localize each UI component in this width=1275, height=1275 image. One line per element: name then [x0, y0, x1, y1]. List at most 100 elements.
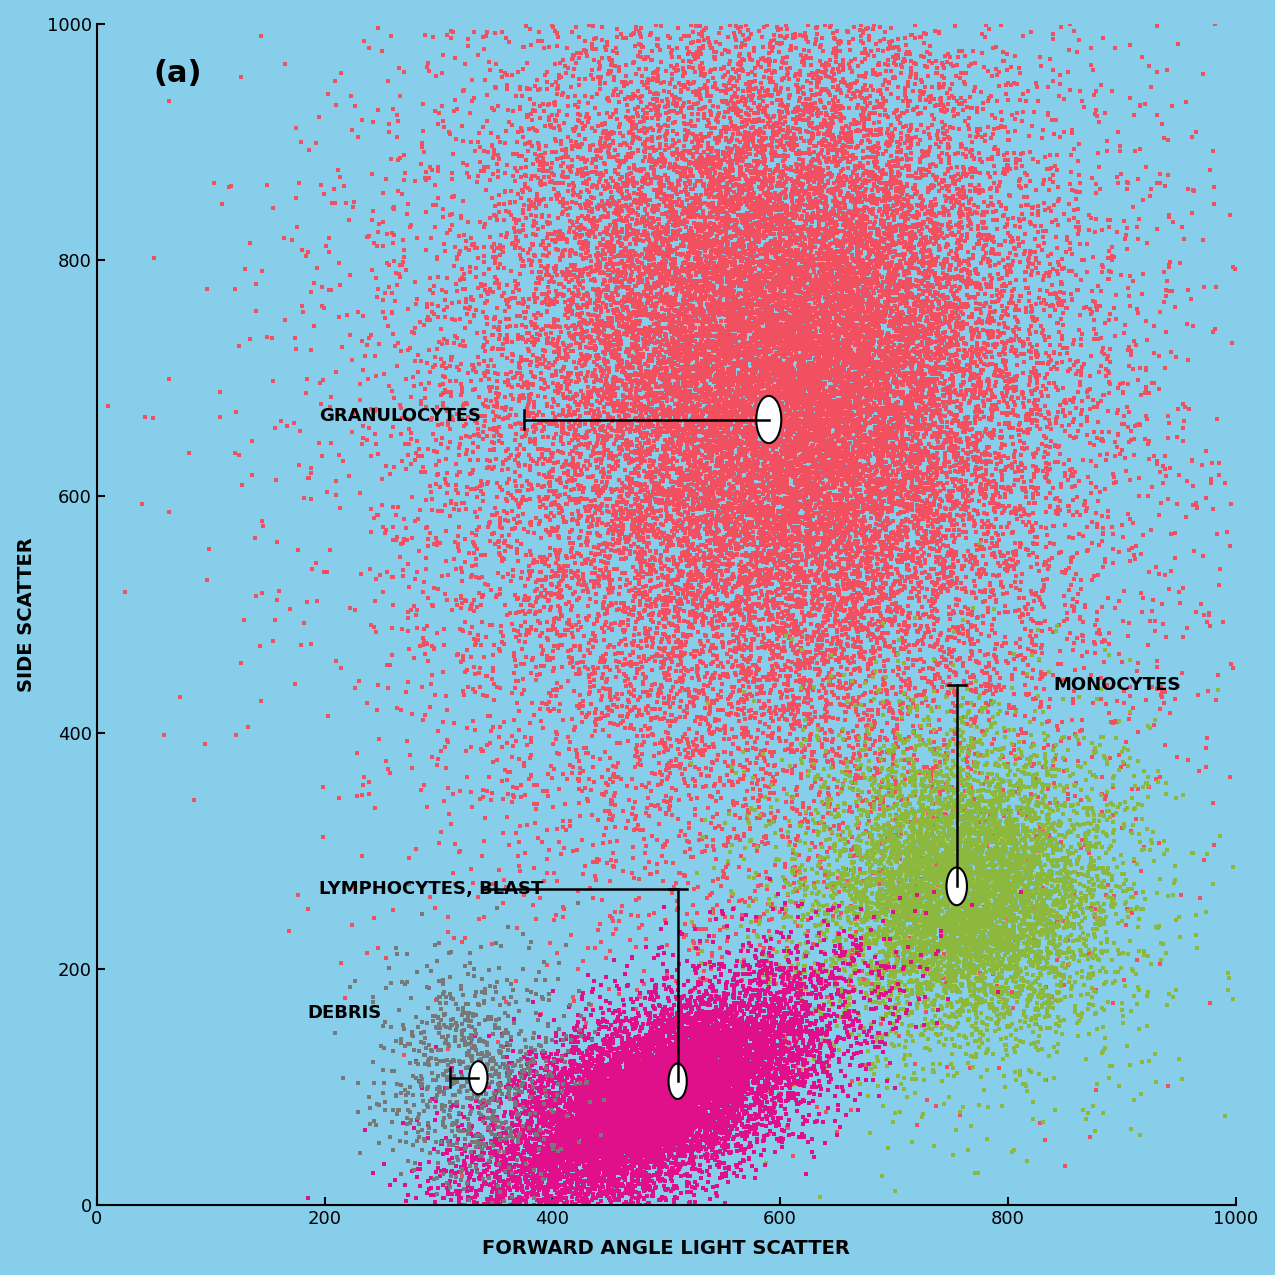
- Point: [900, 769, 921, 789]
- Point: [615, 1132, 635, 1153]
- Point: [629, 1107, 649, 1127]
- Point: [662, 1081, 682, 1102]
- Point: [900, 136, 921, 157]
- Point: [766, 89, 787, 110]
- Point: [644, 1089, 664, 1109]
- Point: [681, 478, 701, 499]
- Point: [852, 900, 872, 921]
- Point: [564, 121, 584, 142]
- Point: [1093, 805, 1113, 825]
- Point: [820, 527, 840, 547]
- Point: [432, 207, 453, 227]
- Point: [584, 50, 604, 70]
- Point: [641, 332, 662, 352]
- Point: [988, 755, 1009, 775]
- Point: [947, 442, 968, 463]
- Point: [805, 311, 825, 332]
- Point: [1006, 940, 1026, 960]
- Point: [640, 379, 660, 399]
- Point: [601, 713, 621, 733]
- Point: [720, 332, 741, 352]
- Point: [426, 1049, 446, 1070]
- Point: [604, 901, 625, 922]
- Point: [649, 96, 669, 116]
- Point: [412, 133, 432, 153]
- Point: [623, 1065, 644, 1085]
- Point: [806, 381, 826, 402]
- Point: [774, 1010, 794, 1030]
- Point: [514, 388, 534, 408]
- Point: [978, 149, 998, 170]
- Point: [748, 1028, 769, 1048]
- Point: [771, 210, 792, 231]
- Point: [389, 148, 409, 168]
- Point: [727, 291, 747, 311]
- Point: [622, 1065, 643, 1085]
- Point: [460, 598, 481, 618]
- Point: [789, 437, 810, 458]
- Point: [951, 847, 972, 867]
- Point: [821, 565, 842, 585]
- Point: [880, 481, 900, 501]
- Point: [829, 201, 849, 222]
- Point: [575, 394, 595, 414]
- Point: [706, 268, 727, 288]
- Point: [622, 1163, 643, 1183]
- Point: [709, 1066, 729, 1086]
- Point: [603, 446, 623, 467]
- Point: [947, 325, 968, 346]
- Point: [890, 372, 910, 393]
- Point: [663, 1037, 683, 1057]
- Point: [784, 970, 805, 991]
- Point: [1043, 819, 1063, 839]
- Point: [974, 822, 994, 843]
- Point: [653, 1056, 673, 1076]
- Point: [770, 200, 790, 221]
- Point: [794, 1053, 815, 1074]
- Point: [643, 138, 663, 158]
- Point: [566, 1140, 586, 1160]
- Point: [825, 344, 845, 365]
- Point: [634, 1042, 654, 1062]
- Point: [961, 759, 982, 779]
- Point: [710, 295, 731, 315]
- Point: [760, 1021, 780, 1042]
- Point: [603, 1153, 623, 1173]
- Point: [859, 486, 880, 506]
- Point: [658, 1082, 678, 1103]
- Point: [792, 894, 812, 914]
- Point: [635, 1066, 655, 1086]
- Point: [622, 52, 643, 73]
- Point: [848, 309, 868, 329]
- Point: [650, 1131, 671, 1151]
- Point: [606, 509, 626, 529]
- Point: [567, 566, 588, 586]
- Point: [523, 1150, 543, 1170]
- Point: [592, 390, 612, 411]
- Point: [659, 664, 680, 685]
- Point: [979, 305, 1000, 325]
- Point: [745, 1093, 765, 1113]
- Point: [648, 101, 668, 121]
- Point: [895, 959, 915, 979]
- Point: [969, 935, 989, 955]
- Point: [958, 932, 978, 952]
- Point: [732, 482, 752, 502]
- Point: [757, 171, 778, 191]
- Point: [546, 256, 566, 277]
- Point: [609, 303, 630, 324]
- Point: [602, 570, 622, 590]
- Point: [821, 414, 842, 435]
- Point: [634, 159, 654, 180]
- Point: [742, 513, 762, 533]
- Point: [1011, 887, 1031, 908]
- Point: [611, 339, 631, 360]
- Point: [644, 69, 664, 89]
- Point: [761, 703, 782, 723]
- Point: [1020, 265, 1040, 286]
- Point: [553, 1137, 574, 1158]
- Point: [857, 926, 877, 946]
- Point: [740, 1048, 760, 1068]
- Point: [835, 325, 856, 346]
- Point: [622, 1070, 643, 1090]
